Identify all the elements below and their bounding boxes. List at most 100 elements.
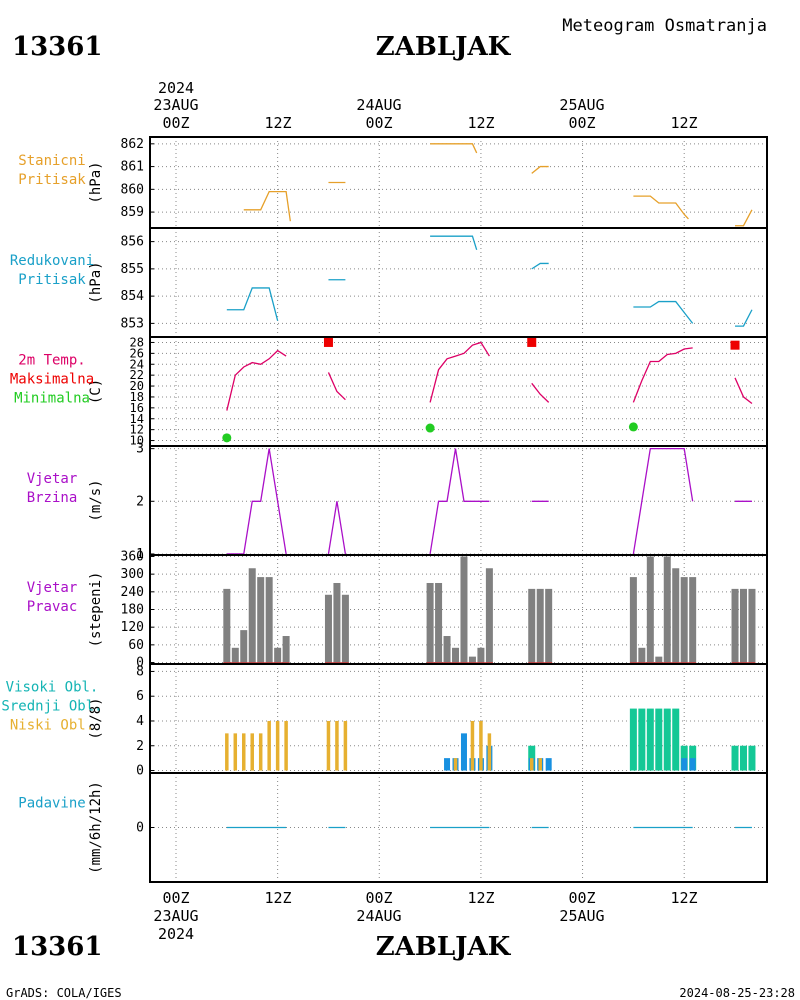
winddir-bar (257, 577, 265, 663)
top-tick-3: 12Z (467, 114, 494, 132)
panel-label-line: Srednji Obl. (1, 699, 102, 715)
series-line (633, 195, 689, 220)
bottom-tick-3: 12Z (467, 889, 494, 907)
winddir-bar (477, 647, 485, 663)
cloud-low-bar (538, 758, 542, 771)
winddir-bar (638, 647, 646, 663)
tmax-marker (527, 337, 537, 347)
top-tick-0: 00Z (162, 114, 189, 132)
panel-cloud_cover: 8 6 4 2 0 (8/8)Visoki Obl. Srednji Obl. Niski O… (1, 663, 768, 779)
bottom-date-25: 25AUG (559, 907, 604, 925)
y-axis-label: (8/8) (88, 697, 104, 739)
top-date-25: 25AUG (559, 96, 604, 114)
winddir-bar (468, 656, 476, 663)
panel-reduced_pressure: 856 855 854 853 (hPa)Redukovani Pritisak (10, 227, 768, 338)
panel-label-line: Redukovani (10, 253, 94, 269)
series-line (430, 235, 478, 250)
panel-label-line: Vjetar (27, 580, 78, 596)
ytick-label: 0 (136, 656, 144, 671)
series-line (632, 447, 694, 555)
winddir-bar (646, 556, 654, 663)
cloud-high-bar (629, 708, 637, 771)
winddir-bar (680, 577, 688, 663)
ytick-label: 300 (121, 567, 144, 582)
top-tick-2: 00Z (365, 114, 392, 132)
panel-label-line: 2m Temp. (18, 353, 85, 369)
series-line (226, 448, 287, 555)
winddir-bar (629, 577, 637, 663)
winddir-bar (333, 582, 341, 663)
winddir-bar (460, 556, 468, 663)
station-id-bottom: 13361 (12, 932, 102, 962)
bottom-tick-0: 00Z (162, 889, 189, 907)
series-line (531, 382, 550, 403)
tmin-marker (628, 422, 638, 432)
winddir-bar (426, 582, 434, 663)
cloud-low-bar (343, 720, 348, 771)
series-line (429, 341, 490, 403)
winddir-bar (663, 556, 671, 663)
ytick-label: 860 (121, 182, 144, 197)
bottom-date-24: 24AUG (356, 907, 401, 925)
ytick-label: 853 (121, 316, 144, 331)
cloud-low-bar (326, 720, 331, 771)
series-line (327, 372, 346, 401)
cloud-mid-bar (444, 758, 451, 771)
y-axis-label: (C) (88, 379, 104, 404)
winddir-bar (248, 568, 256, 663)
panel-label-line: Stanicni (18, 153, 85, 169)
ytick-label: 120 (121, 620, 144, 635)
winddir-bar (689, 577, 697, 663)
bottom-tick-1: 12Z (264, 889, 291, 907)
winddir-bar (545, 588, 553, 663)
series-line (429, 448, 490, 555)
timestamp: 2024-08-25-23:28 (679, 986, 795, 1000)
winddir-bar (655, 656, 663, 663)
cloud-low-bar (267, 720, 271, 771)
winddir-bar (223, 588, 231, 663)
panel-label-line: Pritisak (18, 272, 86, 288)
cloud-high-bar (655, 708, 663, 771)
winddir-bar (231, 647, 239, 663)
ytick-label: 240 (121, 585, 144, 600)
cloud-low-bar (275, 720, 280, 771)
ytick-label: 6 (136, 689, 144, 704)
ytick-label: 10 (130, 434, 144, 448)
ytick-label: 28 (130, 335, 144, 349)
panel-label-line: Padavine (18, 796, 85, 812)
ytick-label: 20 (130, 379, 144, 393)
ytick-label: 1 (136, 547, 144, 562)
series-line (226, 349, 287, 411)
winddir-bar (748, 588, 756, 663)
winddir-bar (672, 568, 680, 663)
ytick-label: 360 (121, 549, 144, 564)
series-line (632, 347, 693, 403)
cloud-low-bar (335, 720, 339, 771)
ytick-label: 855 (121, 262, 144, 277)
ytick-label: 180 (121, 603, 144, 618)
panel-label-line: Pravac (27, 599, 78, 615)
panel-precipitation: 0 (mm/6h/12h)Padavine (18, 772, 768, 883)
cloud-mid-bar (545, 758, 552, 771)
ytick-label: 22 (130, 368, 144, 382)
top-date-24: 24AUG (356, 96, 401, 114)
series-line (531, 262, 549, 270)
winddir-bar (443, 636, 451, 663)
winddir-bar (435, 582, 443, 663)
panels: 862861860859(hPa)StanicniPritisak8568558… (1, 136, 768, 883)
cloud-low-bar (233, 733, 238, 771)
winddir-bar (341, 594, 349, 663)
ytick-label: 4 (136, 714, 144, 729)
panel-frame (149, 772, 768, 883)
winddir-bar (265, 577, 273, 663)
top-date-23: 23AUG (153, 96, 198, 114)
panel-frame (149, 445, 768, 556)
panel-station_pressure: 862 861 860 859 (hPa)Stanicni Pritisak (18, 136, 768, 229)
series-line (531, 165, 549, 174)
cloud-high-bar (731, 745, 739, 771)
cloud-high-bar (646, 708, 654, 771)
bottom-year: 2024 (158, 925, 194, 943)
series-line (327, 501, 347, 555)
panel-frame (149, 136, 768, 229)
